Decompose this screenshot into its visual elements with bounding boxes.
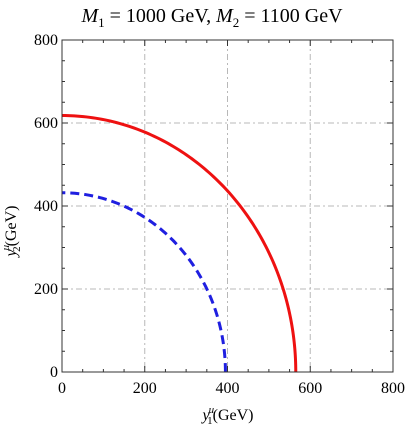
y-axis-label: yu2(GeV) bbox=[0, 206, 23, 259]
x-tick-label: 0 bbox=[58, 380, 66, 397]
tick-labels: 0 200 400 600 800 0 200 400 600 800 bbox=[34, 32, 405, 397]
y-tick-label: 800 bbox=[34, 32, 58, 49]
series bbox=[61, 114, 298, 373]
x-tick-label: 200 bbox=[133, 380, 157, 397]
y-tick-label: 0 bbox=[50, 364, 58, 381]
x-tick-label: 400 bbox=[216, 380, 240, 397]
series-dashed-curve bbox=[61, 191, 227, 373]
series-solid-curve bbox=[61, 114, 298, 373]
plot-frame bbox=[61, 39, 394, 373]
y-tick-label: 600 bbox=[34, 115, 58, 132]
y-tick-label: 200 bbox=[34, 281, 58, 298]
x-axis-label: yu 1(GeV) bbox=[201, 404, 254, 427]
x-tick-label: 800 bbox=[381, 380, 405, 397]
grid bbox=[62, 40, 393, 372]
y-tick-label: 400 bbox=[34, 198, 58, 215]
chart-title: M1 = 1000 GeV, M2 = 1100 GeV bbox=[80, 5, 343, 30]
x-tick-label: 600 bbox=[298, 380, 322, 397]
